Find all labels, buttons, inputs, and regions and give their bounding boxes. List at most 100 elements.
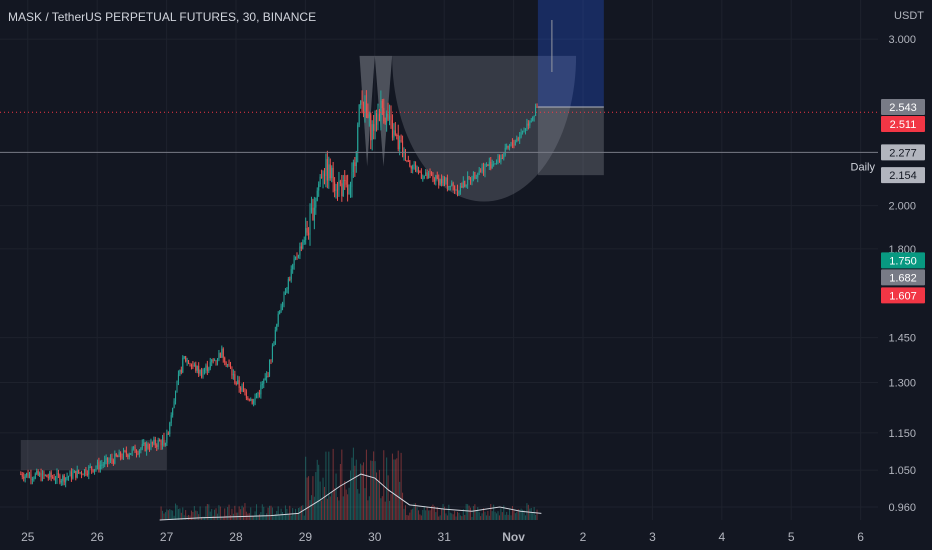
- candle-body: [156, 445, 158, 447]
- candle-body: [481, 166, 483, 172]
- volume-bar: [242, 507, 245, 520]
- candle-body: [302, 242, 304, 249]
- volume-bar: [225, 515, 227, 520]
- candle-body: [169, 422, 171, 435]
- volume-bar: [345, 489, 347, 520]
- volume-bar: [215, 508, 217, 520]
- candle-body: [443, 178, 446, 182]
- candle-body: [313, 207, 315, 221]
- candle-body: [131, 448, 133, 454]
- volume-bar: [290, 515, 292, 520]
- volume-bar: [448, 504, 450, 520]
- volume-bar: [376, 472, 378, 520]
- candle-body: [429, 173, 431, 176]
- candle-body: [462, 180, 464, 188]
- candle-body: [423, 176, 425, 179]
- candle-body: [269, 359, 271, 376]
- candle-body: [510, 142, 512, 146]
- candle-body: [354, 162, 356, 167]
- candle-body: [530, 120, 532, 123]
- volume-bar: [214, 509, 216, 520]
- candle-body: [274, 330, 276, 345]
- candle-body: [295, 256, 297, 259]
- volume-bar: [250, 507, 252, 520]
- volume-bar: [487, 510, 489, 520]
- candle-body: [237, 380, 239, 385]
- volume-bar: [163, 513, 165, 520]
- candle-body: [448, 186, 450, 188]
- candle-body: [154, 439, 156, 446]
- candle-body: [202, 371, 204, 378]
- volume-bar: [208, 504, 210, 520]
- candle-body: [260, 385, 262, 395]
- volume-bar: [183, 515, 185, 520]
- candle-body: [393, 130, 395, 138]
- volume-bar: [323, 486, 325, 520]
- candle-body: [193, 364, 195, 366]
- candle-body: [270, 359, 272, 361]
- candle-body: [206, 365, 208, 372]
- candle-body: [163, 437, 165, 445]
- candle-body: [127, 454, 129, 457]
- candle-body: [109, 457, 111, 461]
- candle-body: [42, 472, 44, 481]
- volume-bar: [190, 510, 192, 520]
- volume-bar: [334, 488, 336, 520]
- candle-body: [332, 167, 334, 182]
- volume-bar: [380, 498, 382, 520]
- candle-body: [376, 111, 378, 125]
- volume-bar: [428, 510, 430, 520]
- volume-bar: [458, 512, 460, 520]
- volume-bar: [413, 503, 415, 520]
- volume-bar: [529, 508, 531, 520]
- candle-body: [455, 189, 457, 191]
- time-axis-tick: 26: [90, 530, 104, 544]
- candle-body: [377, 113, 379, 125]
- candle-body: [70, 471, 72, 479]
- time-axis[interactable]: 25 26 27 28 29 30 31 Nov 2 3 4 5 6: [21, 530, 864, 544]
- candle-body: [247, 397, 249, 400]
- volume-bar: [514, 513, 516, 520]
- volume-bar: [322, 477, 324, 520]
- candle-body: [273, 344, 275, 346]
- candle-body: [33, 478, 35, 480]
- candle-body: [20, 474, 22, 476]
- candle-body: [389, 115, 391, 120]
- candle-body: [422, 178, 424, 180]
- volume-bar: [358, 493, 360, 520]
- candle-body: [23, 476, 25, 479]
- candle-body: [341, 183, 343, 197]
- candle-body: [201, 369, 203, 378]
- candle-body: [225, 362, 227, 365]
- candle-body: [335, 189, 337, 192]
- candle-body: [402, 141, 404, 158]
- candle-body: [474, 172, 476, 179]
- candle-body: [345, 180, 347, 185]
- candle-body: [172, 407, 174, 416]
- volume-bar: [166, 509, 168, 520]
- volume-bar: [530, 507, 532, 520]
- candle-body: [420, 172, 422, 179]
- candle-body: [256, 395, 258, 398]
- candle-body: [186, 360, 188, 362]
- volume-bar: [491, 511, 493, 520]
- candle-body: [368, 114, 370, 118]
- volume-bar: [336, 497, 338, 520]
- candle-body: [306, 228, 308, 233]
- candle-body: [328, 164, 330, 181]
- volume-bar: [160, 506, 162, 520]
- candle-body: [53, 477, 55, 480]
- price-axis-tick: 3.000: [888, 34, 916, 46]
- volume-bar: [484, 511, 486, 520]
- candle-body: [374, 111, 376, 131]
- volume-bar: [432, 504, 434, 520]
- volume-bar: [312, 476, 314, 520]
- volume-bar: [331, 491, 333, 520]
- volume-bar: [182, 507, 184, 520]
- volume-bar: [402, 492, 404, 520]
- volume-bar: [389, 500, 391, 520]
- candle-body: [309, 211, 311, 235]
- candle-body: [245, 391, 247, 398]
- volume-bar: [436, 506, 438, 520]
